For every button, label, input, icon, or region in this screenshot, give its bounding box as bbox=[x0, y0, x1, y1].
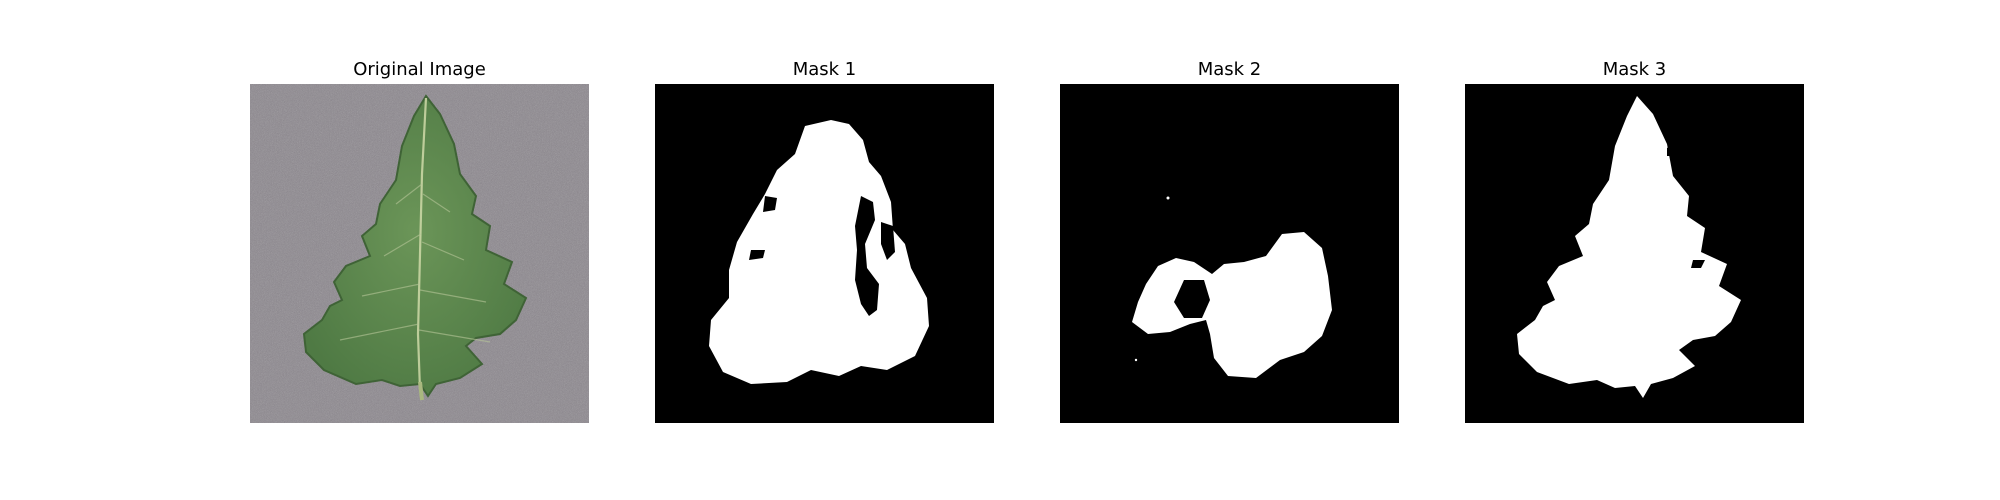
leaf-veins bbox=[339, 183, 491, 343]
mask-hole bbox=[881, 222, 895, 260]
mask-hole bbox=[1691, 260, 1705, 268]
mask-1-image bbox=[655, 84, 994, 423]
mask-hole bbox=[855, 196, 879, 316]
mask-3-image bbox=[1465, 84, 1804, 423]
mask-hole bbox=[1174, 280, 1210, 318]
mask-speck bbox=[1166, 196, 1170, 200]
mask-speck bbox=[1134, 358, 1138, 362]
mask-hole bbox=[749, 250, 765, 260]
panel-title: Mask 2 bbox=[1197, 59, 1262, 80]
mask-region bbox=[709, 120, 929, 384]
mask-3-panel: Mask 3 bbox=[1465, 58, 1804, 424]
mask-region bbox=[1132, 232, 1332, 378]
mask-2-image bbox=[1060, 84, 1399, 423]
mask-hole bbox=[1667, 146, 1671, 156]
panel-title: Mask 3 bbox=[1602, 59, 1667, 80]
mask-1-panel: Mask 1 bbox=[655, 58, 994, 424]
leaf-midrib bbox=[416, 97, 428, 391]
mask-hole bbox=[763, 196, 777, 212]
original-leaf-image bbox=[250, 84, 589, 423]
leaf-stem bbox=[418, 381, 424, 401]
original-image-panel: Original Image bbox=[250, 58, 589, 424]
panel-title: Mask 1 bbox=[792, 59, 857, 80]
mask-2-panel: Mask 2 bbox=[1060, 58, 1399, 424]
mask-region bbox=[1517, 96, 1741, 398]
panel-title: Original Image bbox=[353, 59, 486, 80]
